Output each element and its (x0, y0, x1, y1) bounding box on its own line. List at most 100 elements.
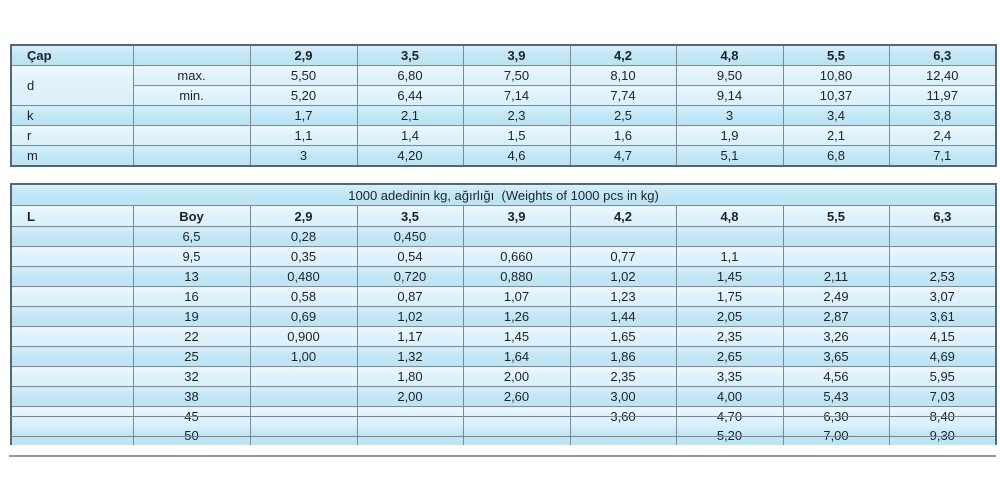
dimensions-table-wrap: Çap 2,9 3,5 3,9 4,2 4,8 5,5 6,3 d max. 5,5… (10, 44, 997, 167)
dim-value-cell: 1,7 (249, 105, 358, 126)
weights-row: 32 1,80 2,00 2,35 3,35 4,56 5,95 (10, 366, 997, 387)
weight-value-cell: 4,56 (782, 366, 890, 387)
weight-value-cell: 1,65 (569, 326, 677, 347)
diameter-header-cell: 3,9 (462, 205, 571, 227)
weight-value-cell: 2,35 (569, 366, 677, 387)
diameter-header-cell: 3,9 (462, 44, 571, 66)
subrow-label-cell: min. (132, 85, 251, 106)
weight-value-cell: 2,00 (462, 366, 571, 387)
weight-value-cell (888, 226, 997, 247)
dim-value-cell: 5,1 (675, 145, 784, 167)
weight-value-cell: 0,28 (249, 226, 358, 247)
l-empty-cell (10, 346, 134, 367)
weight-value-cell: 4,15 (888, 326, 997, 347)
subrow-label-cell: max. (132, 65, 251, 86)
weight-value-cell (249, 426, 358, 445)
dim-value-cell: 10,80 (782, 65, 890, 86)
dim-value-cell: 1,1 (249, 125, 358, 146)
l-empty-cell (10, 266, 134, 287)
weight-value-cell: 1,17 (356, 326, 464, 347)
weight-value-cell: 0,35 (249, 246, 358, 267)
weight-value-cell: 5,95 (888, 366, 997, 387)
weight-value-cell: 1,45 (675, 266, 784, 287)
diameter-header-cell: 2,9 (249, 44, 358, 66)
dims-header-row: Çap 2,9 3,5 3,9 4,2 4,8 5,5 6,3 (10, 44, 997, 66)
weight-value-cell: 7,03 (888, 386, 997, 407)
weight-value-cell (782, 246, 890, 267)
weight-value-cell: 3,00 (569, 386, 677, 407)
weight-value-cell: 4,00 (675, 386, 784, 407)
weights-row: 16 0,58 0,87 1,07 1,23 1,75 2,49 3,07 (10, 286, 997, 307)
l-empty-cell (10, 386, 134, 407)
weight-value-cell: 2,65 (675, 346, 784, 367)
weight-value-cell: 0,58 (249, 286, 358, 307)
dims-row: d max. 5,50 6,80 7,50 8,10 9,50 10,80 12,40 (10, 65, 997, 106)
diameter-header-cell: 4,2 (569, 44, 677, 66)
weight-value-cell: 0,660 (462, 246, 571, 267)
l-empty-cell (10, 286, 134, 307)
dim-value-cell: 1,6 (569, 125, 677, 146)
weight-value-cell: 1,75 (675, 286, 784, 307)
dim-value-cell: 3 (675, 105, 784, 126)
weight-value-cell: 2,87 (782, 306, 890, 327)
cap-label-cell: Çap (10, 44, 134, 66)
weight-value-cell: 9,30 (888, 426, 997, 445)
dim-value-cell: 1,5 (462, 125, 571, 146)
dim-value-cell: 3,8 (888, 105, 997, 126)
weight-value-cell: 7,00 (782, 426, 890, 445)
dim-row-label-cell: m (10, 145, 134, 167)
dims-row: min. 5,20 6,44 7,14 7,74 9,14 10,37 11,97 (11, 85, 997, 106)
l-empty-cell (10, 226, 134, 247)
weight-value-cell: 2,49 (782, 286, 890, 307)
dim-value-cell: 3 (249, 145, 358, 167)
dim-value-cell: 4,6 (462, 145, 571, 167)
weights-row: 38 2,00 2,60 3,00 4,00 5,43 7,03 (10, 386, 997, 407)
dim-value-cell: 7,50 (462, 65, 571, 86)
dim-value-cell: 3,4 (782, 105, 890, 126)
boy-value-cell: 38 (132, 386, 251, 407)
weights-row: 6,5 0,28 0,450 (10, 226, 997, 247)
dims-row: m 3 4,20 4,6 4,7 5,1 6,8 7,1 (10, 145, 997, 167)
weight-value-cell: 1,64 (462, 346, 571, 367)
weights-row: 25 1,00 1,32 1,64 1,86 2,65 3,65 4,69 (10, 346, 997, 367)
dims-row: k 1,7 2,1 2,3 2,5 3 3,4 3,8 (10, 105, 997, 126)
boy-value-cell: 9,5 (132, 246, 251, 267)
weight-value-cell: 2,60 (462, 386, 571, 407)
diameter-header-cell: 2,9 (249, 205, 358, 227)
dim-row-label-cell: k (10, 105, 134, 126)
weight-value-cell: 3,35 (675, 366, 784, 387)
weight-value-cell (462, 426, 571, 445)
weight-value-cell: 1,00 (249, 346, 358, 367)
weight-value-cell: 2,53 (888, 266, 997, 287)
boy-value-cell: 50 (132, 426, 251, 445)
dim-value-cell: 2,1 (782, 125, 890, 146)
weight-value-cell: 2,00 (356, 386, 464, 407)
displaced-gridline (10, 416, 995, 417)
weight-value-cell: 5,43 (782, 386, 890, 407)
boy-header-cell: Boy (132, 205, 251, 227)
l-empty-cell (10, 306, 134, 327)
weight-value-cell (569, 226, 677, 247)
diameter-header-cell: 4,2 (569, 205, 677, 227)
dim-value-cell: 9,50 (675, 65, 784, 86)
dim-value-cell: 1,9 (675, 125, 784, 146)
weight-value-cell: 0,900 (249, 326, 358, 347)
empty-cell (132, 44, 251, 66)
dim-value-cell: 2,5 (569, 105, 677, 126)
boy-value-cell: 16 (132, 286, 251, 307)
weights-title-row: 1000 adedinin kg, ağırlığı (Weights of 1… (10, 183, 997, 206)
dim-value-cell: 7,1 (888, 145, 997, 167)
weight-value-cell: 1,1 (675, 246, 784, 267)
diameter-header-cell: 5,5 (782, 44, 890, 66)
subrow-label-cell (132, 105, 251, 126)
dim-value-cell: 8,10 (569, 65, 677, 86)
weights-table: 1000 adedinin kg, ağırlığı (Weights of 1… (10, 183, 998, 445)
dim-value-cell: 2,1 (356, 105, 464, 126)
subrow-label-cell (132, 145, 251, 167)
weight-value-cell: 1,44 (569, 306, 677, 327)
l-empty-cell (10, 366, 134, 387)
weight-value-cell: 1,02 (356, 306, 464, 327)
dim-value-cell: 11,97 (888, 85, 997, 106)
weight-value-cell: 0,880 (462, 266, 571, 287)
